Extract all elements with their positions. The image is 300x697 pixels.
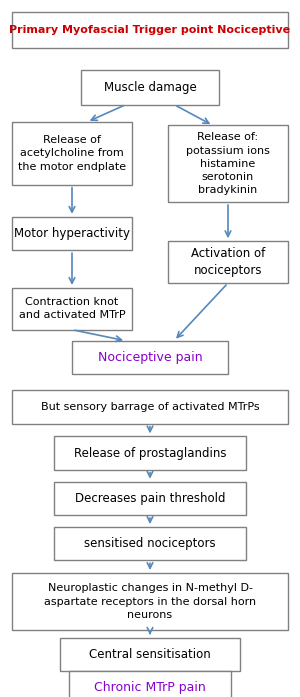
FancyBboxPatch shape	[54, 527, 246, 560]
FancyBboxPatch shape	[54, 436, 246, 470]
FancyBboxPatch shape	[12, 573, 288, 630]
Text: Release of
acetylcholine from
the motor endplate: Release of acetylcholine from the motor …	[18, 135, 126, 171]
FancyBboxPatch shape	[54, 482, 246, 515]
FancyBboxPatch shape	[12, 12, 288, 48]
Text: Release of prostaglandins: Release of prostaglandins	[74, 447, 226, 459]
FancyBboxPatch shape	[12, 390, 288, 424]
Text: Release of:
potassium ions
histamine
serotonin
bradykinin: Release of: potassium ions histamine ser…	[186, 132, 270, 195]
FancyBboxPatch shape	[60, 638, 240, 671]
Text: Chronic MTrP pain: Chronic MTrP pain	[94, 682, 206, 694]
Text: But sensory barrage of activated MTrPs: But sensory barrage of activated MTrPs	[41, 402, 259, 412]
FancyBboxPatch shape	[72, 341, 228, 374]
Text: Primary Myofascial Trigger point Nociceptive: Primary Myofascial Trigger point Nocicep…	[9, 25, 291, 35]
Text: Motor hyperactivity: Motor hyperactivity	[14, 227, 130, 240]
FancyBboxPatch shape	[69, 671, 231, 697]
FancyBboxPatch shape	[12, 217, 132, 250]
FancyBboxPatch shape	[168, 125, 288, 202]
Text: Contraction knot
and activated MTrP: Contraction knot and activated MTrP	[19, 297, 125, 321]
Text: Decreases pain threshold: Decreases pain threshold	[75, 492, 225, 505]
FancyBboxPatch shape	[12, 122, 132, 185]
Text: Activation of
nociceptors: Activation of nociceptors	[191, 247, 265, 277]
Text: Nociceptive pain: Nociceptive pain	[98, 351, 202, 364]
FancyBboxPatch shape	[12, 288, 132, 330]
FancyBboxPatch shape	[168, 241, 288, 283]
Text: Muscle damage: Muscle damage	[103, 81, 196, 93]
Text: Neuroplastic changes in N-methyl D-
aspartate receptors in the dorsal horn
neuro: Neuroplastic changes in N-methyl D- aspa…	[44, 583, 256, 620]
Text: Central sensitisation: Central sensitisation	[89, 648, 211, 661]
Text: sensitised nociceptors: sensitised nociceptors	[84, 537, 216, 550]
FancyBboxPatch shape	[81, 70, 219, 105]
